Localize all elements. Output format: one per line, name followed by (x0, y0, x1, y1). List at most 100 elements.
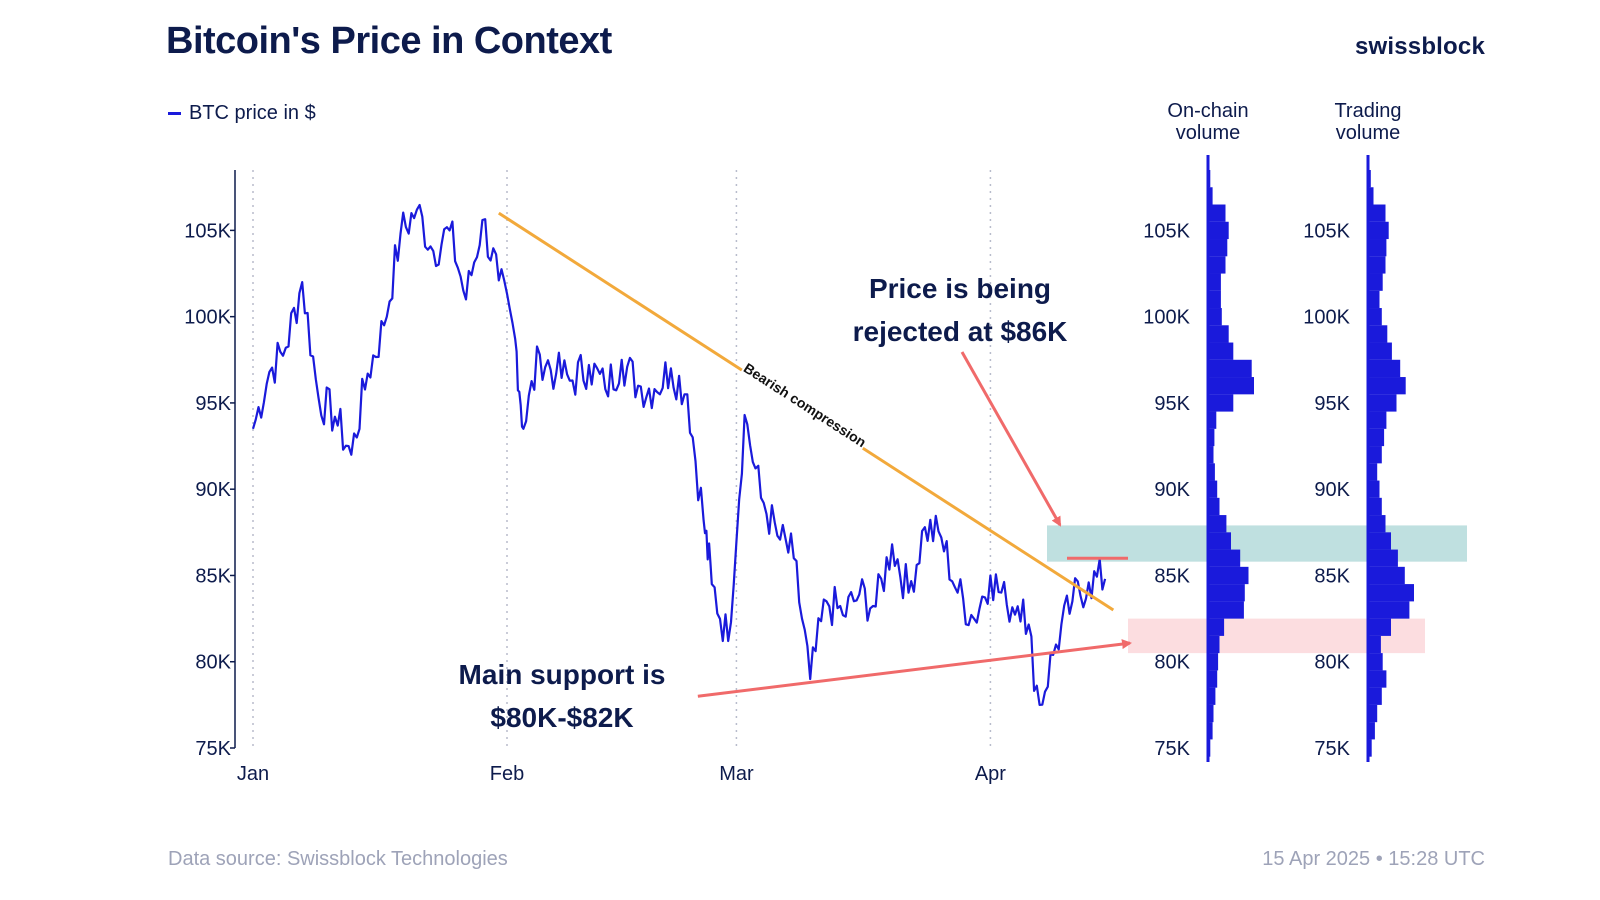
brand-logo: swissblock (1354, 33, 1485, 60)
trading-volume-bar (1368, 428, 1385, 447)
onchain-volume-bar (1208, 722, 1213, 740)
trading-volume-bar (1368, 394, 1397, 412)
onchain-volume-bar (1208, 308, 1222, 326)
onchain-volume-bar (1208, 170, 1211, 188)
support-arrow (697, 639, 1132, 698)
trading-volume-bar (1368, 187, 1374, 205)
onchain-volume-bar (1208, 480, 1218, 498)
trading-volume-bar (1368, 549, 1398, 567)
onchain-volume-bar (1208, 411, 1217, 429)
legend-swatch (168, 112, 181, 115)
trading-volume-tick-label: 75K (1314, 738, 1350, 760)
x-tick-label: Mar (719, 763, 754, 785)
trading-volume-tick-label: 80K (1314, 652, 1350, 674)
trading-volume-bar (1368, 670, 1387, 688)
onchain-volume-tick-label: 105K (1143, 220, 1190, 242)
trading-volume-bar (1368, 204, 1386, 222)
trading-volume-bar (1368, 704, 1378, 723)
y-tick-label: 95K (195, 393, 231, 415)
trading-volume-tick-label: 90K (1314, 479, 1350, 501)
onchain-volume-bar (1208, 221, 1229, 240)
onchain-volume-bar (1208, 566, 1249, 585)
onchain-volume-tick-label: 100K (1143, 307, 1190, 329)
onchain-volume-tick-label: 80K (1154, 652, 1190, 674)
y-tick-label: 85K (195, 565, 231, 587)
trading-volume-bar (1368, 325, 1388, 343)
trading-volume-bar (1368, 273, 1383, 291)
resistance-arrow (960, 351, 1062, 527)
onchain-volume-bar (1208, 273, 1221, 291)
trading-volume-bar (1368, 497, 1382, 516)
x-tick-label: Jan (237, 763, 269, 785)
trading-volume-bar (1368, 359, 1401, 378)
trendline-label-group: Bearish compression (739, 357, 871, 453)
onchain-volume-bar (1208, 290, 1221, 309)
onchain-volume-bar (1208, 635, 1220, 654)
trading-volume-tick-label: 85K (1314, 565, 1350, 587)
onchain-volume-bar (1208, 187, 1213, 205)
onchain-volume-bar (1208, 618, 1225, 636)
onchain-volume-bar (1208, 704, 1214, 723)
onchain-volume-bar (1208, 739, 1211, 757)
trading-volume-bar (1368, 170, 1371, 188)
trading-volume-bar (1368, 446, 1382, 464)
onchain-volume-tick-label: 85K (1154, 565, 1190, 587)
trading-volume-bar (1368, 256, 1386, 274)
trading-volume-bar (1368, 342, 1392, 360)
onchain-volume-bar (1208, 497, 1220, 516)
trading-volume-bar (1368, 221, 1389, 240)
y-tick-label: 105K (184, 220, 231, 242)
onchain-volume-bar (1208, 584, 1245, 602)
trading-volume-bar (1368, 411, 1387, 429)
support-annotation-line2: $80K-$82K (490, 702, 633, 733)
trading-volume-bar (1368, 601, 1410, 619)
onchain-volume-bar (1208, 446, 1214, 464)
trading-volume-bar (1368, 532, 1391, 550)
x-tick-label: Feb (490, 763, 524, 785)
onchain-volume-bar (1208, 325, 1229, 343)
resistance-annotation-line2: rejected at $86K (853, 316, 1068, 347)
trading-volume-bar (1368, 687, 1382, 705)
trading-volume-bar (1368, 722, 1375, 740)
legend-label: BTC price in $ (189, 102, 316, 124)
trading-volume-bar (1368, 308, 1382, 326)
trading-volume-bar (1368, 480, 1380, 498)
trading-volume-bar (1368, 739, 1372, 757)
trading-volume-bar (1368, 239, 1387, 257)
onchain-volume-bar (1208, 687, 1216, 705)
onchain-volume-bar (1208, 670, 1218, 688)
legend: BTC price in $ (168, 102, 316, 125)
onchain-volume-bar (1208, 515, 1227, 533)
resistance-annotation-line1: Price is being (869, 273, 1051, 304)
onchain-volume-bar (1208, 601, 1244, 619)
resistance-zone (1047, 525, 1467, 562)
trading-volume-bar (1368, 515, 1386, 533)
support-annotation-line1: Main support is (459, 659, 666, 690)
onchain-volume-bar (1208, 428, 1215, 447)
onchain-volume-bar (1208, 653, 1219, 671)
trading-volume-bar (1368, 566, 1405, 585)
y-tick-label: 100K (184, 307, 231, 329)
onchain-volume-bar (1208, 342, 1234, 360)
trading-volume-title-line2: volume (1336, 122, 1400, 144)
trendline-label: Bearish compression (741, 360, 869, 451)
trading-volume-bar (1368, 463, 1378, 481)
onchain-volume-bar (1208, 239, 1228, 257)
onchain-volume-bar (1208, 463, 1215, 481)
onchain-volume-bar (1208, 394, 1234, 412)
onchain-volume-bar (1208, 532, 1231, 550)
y-tick-label: 80K (195, 652, 231, 674)
trading-volume-bar (1368, 584, 1414, 602)
onchain-volume-bar (1208, 204, 1226, 222)
onchain-volume-title-line2: volume (1176, 122, 1240, 144)
trading-volume-tick-label: 95K (1314, 393, 1350, 415)
trendline-label-bg (739, 357, 871, 453)
trading-volume-tick-label: 100K (1303, 307, 1350, 329)
trading-volume-bar (1368, 635, 1381, 654)
trading-volume-bar (1368, 290, 1380, 309)
trading-volume-title-line1: Trading (1334, 100, 1401, 122)
x-tick-label: Apr (975, 763, 1006, 785)
onchain-volume-tick-label: 95K (1154, 393, 1190, 415)
y-tick-label: 75K (195, 738, 231, 760)
